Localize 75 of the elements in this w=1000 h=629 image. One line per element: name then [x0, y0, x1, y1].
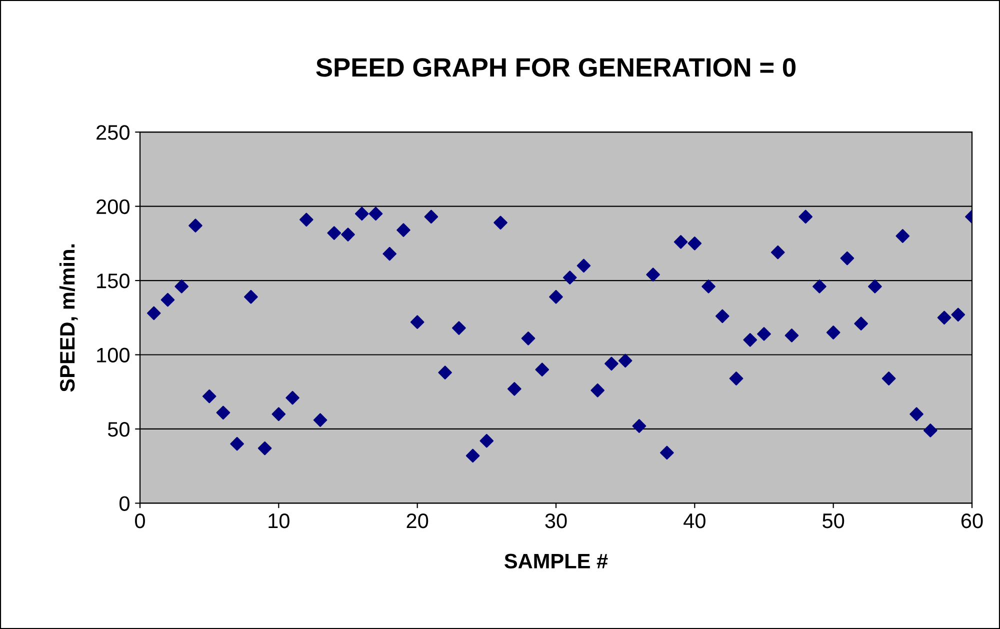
point [424, 210, 438, 224]
point [646, 268, 660, 282]
point [923, 424, 938, 438]
point [146, 306, 161, 320]
point [660, 446, 674, 460]
point [244, 290, 258, 304]
point [230, 436, 244, 451]
point [521, 332, 536, 346]
y-tick-label: 100 [97, 348, 130, 363]
point [702, 280, 716, 294]
point [729, 372, 744, 386]
point [188, 218, 202, 233]
point [715, 309, 730, 324]
point [160, 292, 175, 307]
point [604, 356, 618, 371]
point [480, 434, 494, 448]
point [272, 407, 286, 422]
x-tick-label: 0 [135, 513, 145, 528]
point [896, 229, 910, 243]
y-tick-label: 250 [96, 125, 130, 140]
x-tick-label: 20 [406, 513, 428, 528]
y-tick-label: 50 [108, 422, 130, 437]
point [868, 280, 882, 294]
x-tick-label: 30 [545, 513, 567, 528]
point [562, 270, 577, 284]
point [882, 372, 896, 386]
point [910, 407, 924, 422]
point [951, 308, 966, 322]
point [937, 310, 952, 325]
point [174, 280, 189, 294]
point [688, 236, 702, 250]
x-tick-label: 60 [961, 513, 983, 528]
point [327, 226, 342, 240]
point [299, 212, 314, 227]
point [549, 290, 563, 304]
point [313, 413, 328, 427]
point [784, 328, 799, 342]
point [674, 235, 688, 249]
point [396, 223, 410, 237]
point [410, 315, 424, 330]
point [354, 206, 369, 221]
y-tick-label: 0 [120, 496, 130, 511]
chart-title: SPEED GRAPH FOR GENERATION = 0 [316, 58, 796, 77]
x-tick-label: 40 [684, 513, 706, 528]
y-tick-label: 150 [97, 274, 130, 288]
point [452, 321, 466, 335]
point [576, 258, 591, 273]
point [466, 448, 480, 463]
point [258, 441, 272, 456]
point [382, 246, 397, 261]
point [826, 326, 840, 340]
x-tick-label: 50 [822, 513, 844, 528]
point [632, 419, 646, 433]
point [743, 333, 758, 347]
point [286, 390, 300, 405]
point [216, 406, 230, 420]
point [535, 362, 550, 377]
point [590, 383, 605, 398]
point [854, 316, 868, 330]
point [368, 206, 383, 221]
point [494, 216, 508, 230]
point [798, 210, 813, 224]
point [812, 280, 826, 294]
point [438, 366, 452, 380]
x-axis-title: SAMPLE # [504, 554, 608, 568]
point [202, 389, 216, 404]
point [507, 382, 522, 396]
point [341, 228, 355, 242]
x-tick-label: 10 [268, 513, 290, 528]
point [757, 327, 771, 341]
y-axis-title: SPEED, m/min. [59, 244, 78, 392]
point [618, 354, 632, 368]
y-tick-label: 200 [96, 199, 130, 214]
point [840, 251, 854, 266]
point [770, 245, 785, 260]
